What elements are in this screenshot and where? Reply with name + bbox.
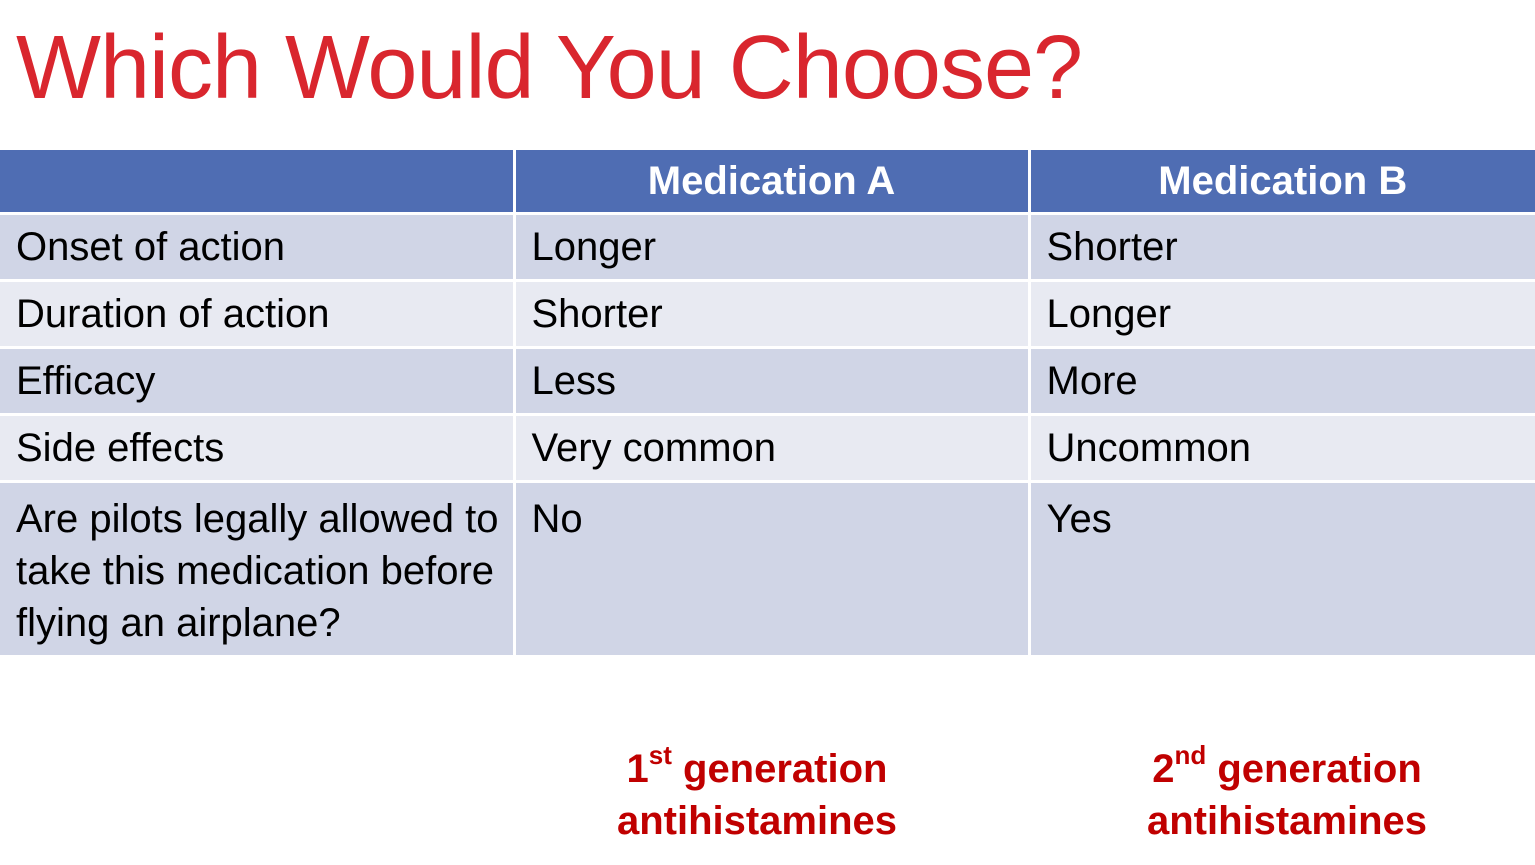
cell-medication-b: Yes xyxy=(1027,480,1535,655)
comparison-table: Medication A Medication B Onset of actio… xyxy=(0,147,1535,655)
row-label: Efficacy xyxy=(0,346,516,416)
caption-generation-text: generation xyxy=(671,747,888,791)
caption-generation-text: generation xyxy=(1206,747,1422,791)
table-row-duration: Duration of action Shorter Longer xyxy=(0,279,1535,349)
row-label: Are pilots legally allowed to take this … xyxy=(0,480,516,655)
cell-medication-a: Very common xyxy=(512,413,1031,483)
slide-title: Which Would You Choose? xyxy=(16,18,1083,118)
ordinal-suffix: st xyxy=(648,739,672,770)
caption-line-2: antihistamines xyxy=(1146,799,1428,843)
comparison-table-container: Medication A Medication B Onset of actio… xyxy=(0,147,1535,655)
row-label: Side effects xyxy=(0,413,516,483)
row-label: Duration of action xyxy=(0,279,516,349)
cell-medication-b: More xyxy=(1027,346,1535,416)
cell-medication-a: Longer xyxy=(512,212,1031,282)
caption-second-generation: 2nd generation antihistamines xyxy=(1039,739,1535,847)
cell-medication-b: Uncommon xyxy=(1027,413,1535,483)
caption-line-1: 1st generation xyxy=(514,739,1000,795)
caption-first-generation: 1st generation antihistamines xyxy=(514,739,1000,847)
header-cell-medication-b: Medication B xyxy=(1027,147,1535,215)
row-label: Onset of action xyxy=(0,212,516,282)
table-row-efficacy: Efficacy Less More xyxy=(0,346,1535,416)
caption-line-2: antihistamines xyxy=(616,799,898,843)
table-row-pilots: Are pilots legally allowed to take this … xyxy=(0,480,1535,655)
table-row-onset: Onset of action Longer Shorter xyxy=(0,212,1535,282)
table-row-side-effects: Side effects Very common Uncommon xyxy=(0,413,1535,483)
header-cell-empty xyxy=(0,147,516,215)
ordinal-number: 1 xyxy=(626,747,649,791)
cell-medication-b: Shorter xyxy=(1027,212,1535,282)
cell-medication-a: No xyxy=(512,480,1031,655)
ordinal-number: 2 xyxy=(1152,747,1175,791)
cell-medication-a: Shorter xyxy=(512,279,1031,349)
header-cell-medication-a: Medication A xyxy=(512,147,1031,215)
table-header-row: Medication A Medication B xyxy=(0,147,1535,215)
ordinal-suffix: nd xyxy=(1174,739,1207,770)
cell-medication-b: Longer xyxy=(1027,279,1535,349)
caption-line-1: 2nd generation xyxy=(1039,739,1535,795)
cell-medication-a: Less xyxy=(512,346,1031,416)
